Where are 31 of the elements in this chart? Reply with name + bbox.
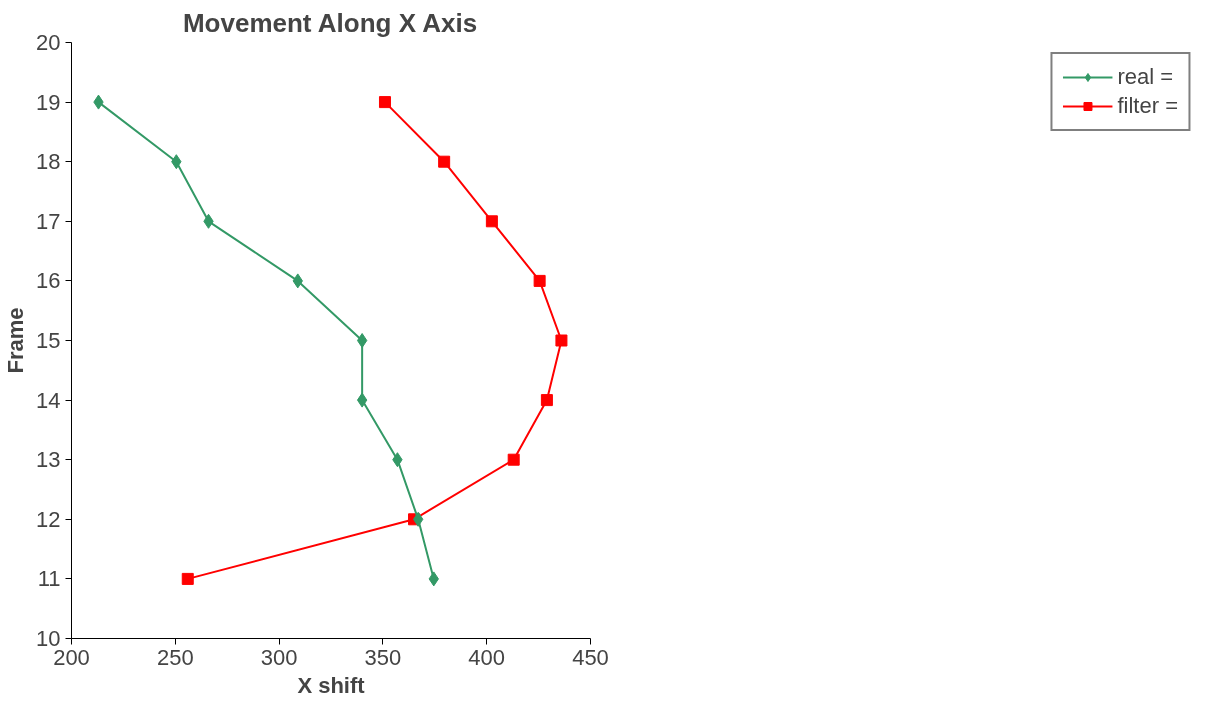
y-tick-label: 16	[36, 268, 61, 294]
y-tick-label: 10	[36, 626, 61, 651]
x-tick-label: 450	[572, 644, 609, 670]
point	[507, 453, 520, 466]
point	[378, 96, 391, 109]
y-tick-label: 13	[36, 447, 61, 473]
x-tick-label: 350	[364, 644, 402, 670]
legend-label: real =	[1117, 64, 1174, 90]
y-tick-label: 17	[36, 208, 61, 234]
y-tick-label: 11	[37, 566, 61, 592]
y-tick-label: 14	[36, 387, 61, 413]
y-tick-label: 15	[36, 328, 61, 353]
point	[356, 392, 368, 408]
point	[540, 394, 553, 407]
x-axis-title: X shift	[297, 672, 366, 698]
point	[181, 572, 194, 585]
point	[485, 215, 498, 228]
y-tick-label: 18	[36, 149, 61, 175]
point	[356, 333, 368, 348]
y-tick-label: 19	[36, 89, 61, 115]
x-tick-label: 250	[156, 644, 194, 670]
point	[533, 274, 546, 287]
y-tick-label: 12	[36, 506, 61, 532]
x-tick-label: 300	[260, 644, 298, 670]
point	[438, 155, 451, 168]
y-tick-label: 20	[36, 30, 61, 55]
chart-title: Movement Along X Axis	[182, 7, 478, 38]
y-axis-title: Frame	[3, 307, 29, 374]
point	[555, 334, 568, 347]
legend-label: filter =	[1117, 93, 1178, 119]
x-tick-label: 400	[468, 644, 506, 670]
